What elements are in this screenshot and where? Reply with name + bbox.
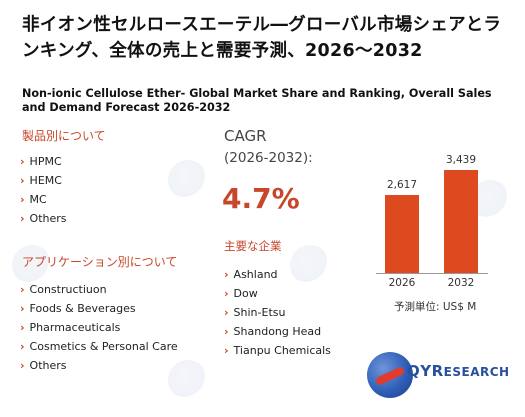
list-item: › Shin-Etsu <box>224 306 286 319</box>
chevron-right-icon: › <box>224 268 229 281</box>
chevron-right-icon: › <box>20 359 25 372</box>
page-title: 非イオン性セルロースエーテル―グローバル市場シェアとランキング、全体の売上と需要… <box>22 15 502 61</box>
chevron-right-icon: › <box>224 306 229 319</box>
category-label: 2026 <box>388 277 416 289</box>
list-item: › MC <box>20 193 47 206</box>
list-item: › Ashland <box>224 268 278 281</box>
chevron-right-icon: › <box>20 155 25 168</box>
chevron-right-icon: › <box>20 174 25 187</box>
bar-value-label: 2,617 <box>386 179 418 191</box>
chevron-right-icon: › <box>20 302 25 315</box>
logo-text-main: QYR <box>407 362 444 380</box>
chevron-right-icon: › <box>20 212 25 225</box>
chevron-right-icon: › <box>224 344 229 357</box>
list-item: › Others <box>20 359 67 372</box>
chevron-right-icon: › <box>20 283 25 296</box>
list-item: › Others <box>20 212 67 225</box>
list-item: › Pharmaceuticals <box>20 321 121 334</box>
cagr-value: 4.7% <box>222 182 300 215</box>
watermark-globe <box>168 160 208 200</box>
product-section-heading: 製品別について <box>22 129 106 143</box>
application-list: › Constructiuon › Foods & Beverages › Pharm… <box>20 280 178 375</box>
bar-value-label: 3,439 <box>445 154 477 166</box>
globe-icon <box>367 352 413 398</box>
x-axis-line <box>376 273 488 274</box>
chevron-right-icon: › <box>224 325 229 338</box>
watermark-globe <box>12 245 52 285</box>
chevron-right-icon: › <box>20 321 25 334</box>
bar-2026 <box>385 195 419 273</box>
bar-2032 <box>444 170 478 273</box>
list-item: › Dow <box>224 287 258 300</box>
watermark-globe <box>168 360 208 400</box>
list-item: › Tianpu Chemicals <box>224 344 331 357</box>
list-item: › Constructiuon <box>20 283 107 296</box>
category-label: 2032 <box>447 277 475 289</box>
watermark-globe <box>290 245 330 285</box>
list-item: › Shandong Head <box>224 325 322 338</box>
logo-text-sub: ESEARCH <box>443 365 510 379</box>
list-item: › HEMC <box>20 174 62 187</box>
list-item: › Foods & Beverages <box>20 302 136 315</box>
chevron-right-icon: › <box>224 287 229 300</box>
chevron-right-icon: › <box>20 193 25 206</box>
application-section-heading: アプリケーション別について <box>22 255 178 269</box>
qyresearch-logo: QYRESEARCH <box>367 348 517 404</box>
page-subtitle: Non-ionic Cellulose Ether- Global Market… <box>22 87 492 114</box>
players-list: › Ashland › Dow › Shin-Etsu › Shandong Head … <box>224 265 331 360</box>
product-list: › HPMC › HEMC › MC › Others <box>20 152 67 228</box>
cagr-label: CAGR <box>224 127 267 145</box>
list-item: › HPMC <box>20 155 62 168</box>
unit-label: 予測単位: US$ M <box>394 301 477 313</box>
players-heading: 主要な企業 <box>224 239 282 253</box>
cagr-period: (2026-2032): <box>224 150 313 166</box>
chevron-right-icon: › <box>20 340 25 353</box>
list-item: › Cosmetics & Personal Care <box>20 340 178 353</box>
